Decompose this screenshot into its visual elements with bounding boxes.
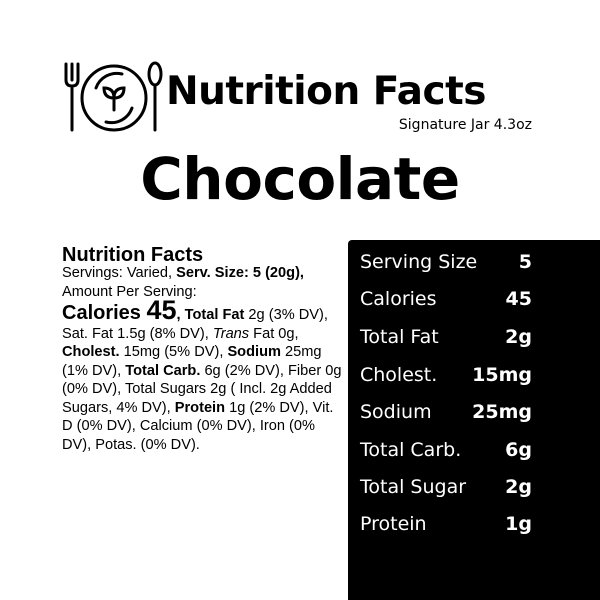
- row-value: 25mg: [472, 401, 532, 423]
- row-label: Total Fat: [360, 326, 439, 348]
- nutrition-label-text: Nutrition Facts Servings: Varied, Serv. S…: [62, 244, 342, 454]
- summary-row: Calories 45: [360, 284, 532, 314]
- header-subtitle: Signature Jar 4.3oz: [398, 117, 532, 133]
- label-bold: Sodium: [227, 344, 281, 360]
- summary-row: Sodium 25mg: [360, 397, 532, 427]
- row-value: 15mg: [472, 364, 532, 386]
- label-text: Servings: Varied,: [62, 265, 177, 281]
- label-text: 1g (2% DV), Vit. D (0% DV), Calcium (0% …: [62, 399, 334, 453]
- row-value: 6g: [505, 439, 532, 461]
- label-bold: , Total Fat: [176, 307, 245, 323]
- row-label: Total Carb.: [360, 439, 462, 461]
- label-text: 25mg (1% DV),: [62, 344, 322, 379]
- plate-fork-spoon-logo-icon: [64, 61, 163, 132]
- calories-value: 45: [146, 295, 177, 325]
- label-text: 15mg (5% DV),: [119, 344, 228, 360]
- summary-row: Protein 1g: [360, 509, 532, 539]
- row-value: 2g: [505, 326, 532, 348]
- label-italic: Trans: [212, 325, 250, 342]
- row-value: 1g: [505, 513, 532, 535]
- row-label: Protein: [360, 513, 427, 535]
- summary-row: Total Fat 2g: [360, 322, 532, 352]
- row-label: Cholest.: [360, 364, 438, 386]
- label-heading: Nutrition Facts: [62, 244, 204, 266]
- label-bold: Protein: [174, 399, 226, 416]
- header-title: Nutrition Facts: [166, 69, 486, 114]
- product-name: Chocolate: [140, 145, 460, 213]
- summary-row: Total Carb. 6g: [360, 435, 532, 465]
- row-value: 5: [518, 251, 532, 273]
- row-label: Serving Size: [360, 251, 478, 273]
- label-text: Fat 0g,: [249, 325, 299, 342]
- summary-row: Total Sugar 2g: [360, 472, 532, 502]
- label-bold: Serv. Size: 5 (20g),: [176, 265, 304, 281]
- summary-row: Serving Size 5: [360, 247, 532, 277]
- row-label: Calories: [360, 288, 437, 310]
- calories-label: Calories: [62, 302, 147, 324]
- label-bold: Cholest.: [62, 344, 120, 360]
- label-bold: Total Carb.: [125, 362, 201, 379]
- label-text: Amount Per Serving:: [62, 283, 197, 300]
- row-value: 2g: [505, 476, 532, 498]
- summary-row: Cholest. 15mg: [360, 360, 532, 390]
- nutrition-summary-panel: Serving Size 5 Calories 45 Total Fat 2g Cho…: [348, 240, 600, 600]
- label-text: 2g (3% DV), Sat. Fat 1.5g (8% DV),: [62, 307, 328, 342]
- row-label: Sodium: [360, 401, 432, 423]
- row-label: Total Sugar: [360, 476, 467, 498]
- row-value: 45: [505, 288, 532, 310]
- label-text: 6g (2% DV), Fiber 0g (0% DV), Total Suga…: [62, 362, 342, 416]
